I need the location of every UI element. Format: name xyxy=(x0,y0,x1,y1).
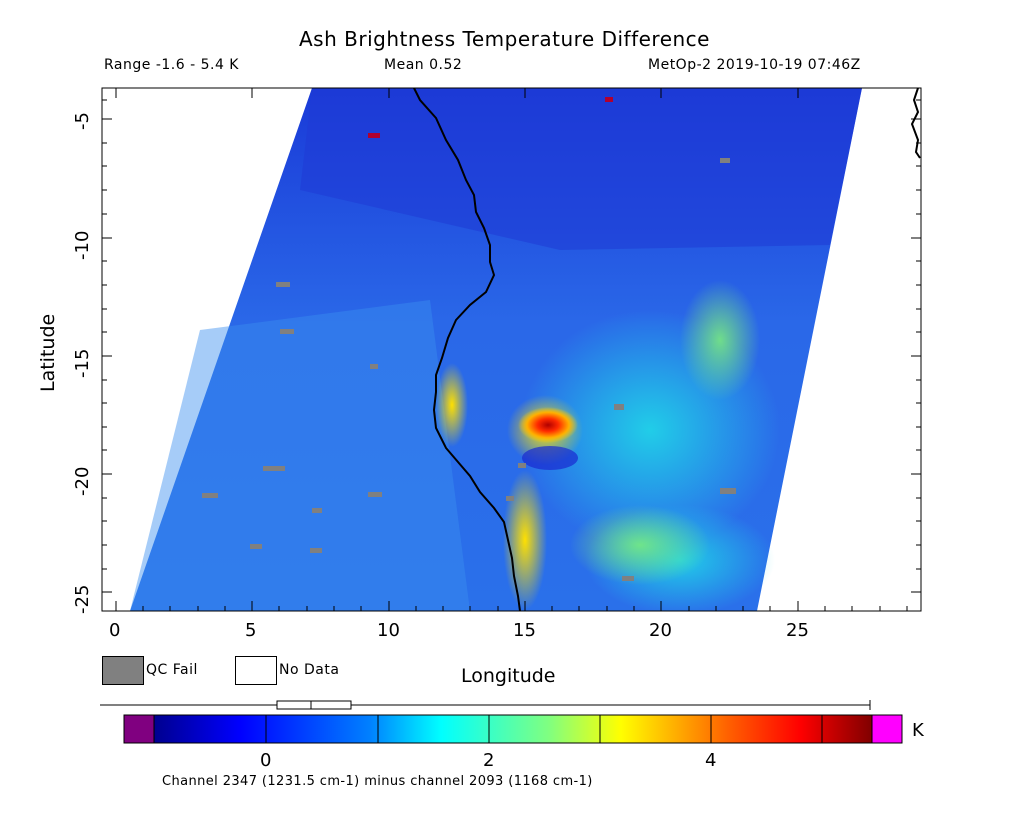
y-tick-label: -5 xyxy=(72,112,93,130)
colorbar xyxy=(123,714,903,744)
y-axis-label: Latitude xyxy=(37,313,59,392)
y-tick-marks xyxy=(102,99,921,593)
colorbar-tick-label: 2 xyxy=(483,750,495,771)
y-tick-label: -15 xyxy=(72,348,93,378)
x-tick-label: 0 xyxy=(109,620,121,641)
range-indicator xyxy=(100,700,871,710)
satellite-time-text: MetOp-2 2019-10-19 07:46Z xyxy=(648,57,861,73)
coastline xyxy=(413,88,521,611)
coastline-east xyxy=(910,87,921,159)
y-tick-label: -10 xyxy=(72,230,93,260)
colorbar-unit: K xyxy=(912,720,924,741)
colorbar-tick-label: 0 xyxy=(260,750,272,771)
no-data-swatch xyxy=(235,656,277,685)
x-tick-label: 10 xyxy=(377,620,400,641)
y-tick-label: -20 xyxy=(72,466,93,496)
qc-fail-swatch xyxy=(102,656,144,685)
x-tick-label: 15 xyxy=(513,620,536,641)
figure-title: Ash Brightness Temperature Difference xyxy=(299,27,710,51)
range-text: Range -1.6 - 5.4 K xyxy=(104,57,239,73)
y-tick-label: -25 xyxy=(72,584,93,614)
qc-fail-label: QC Fail xyxy=(146,662,198,678)
swath-layer xyxy=(130,88,862,611)
mean-text: Mean 0.52 xyxy=(384,57,463,73)
qc-fail-pixels xyxy=(202,158,736,581)
x-tick-marks xyxy=(115,88,908,611)
no-data-label: No Data xyxy=(279,662,340,678)
x-axis-label: Longitude xyxy=(461,665,556,687)
colorbar-tick-label: 4 xyxy=(705,750,717,771)
ash-map xyxy=(101,87,922,612)
channel-caption: Channel 2347 (1231.5 cm-1) minus channel… xyxy=(162,774,593,789)
x-tick-label: 20 xyxy=(649,620,672,641)
x-tick-label: 25 xyxy=(786,620,809,641)
x-tick-label: 5 xyxy=(245,620,257,641)
